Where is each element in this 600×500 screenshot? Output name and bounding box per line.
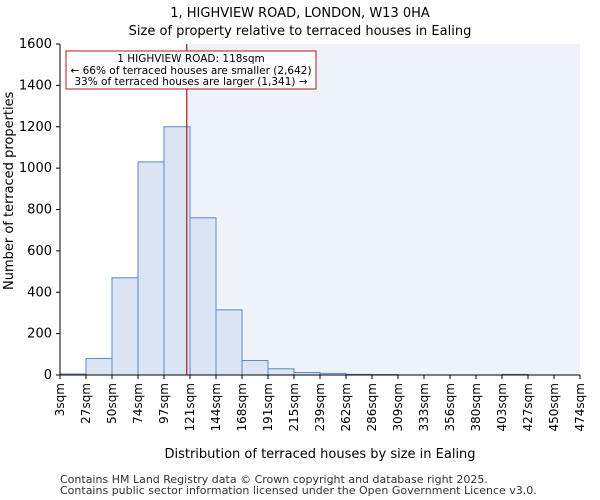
x-tick-label: 356sqm (443, 383, 457, 431)
y-tick-label: 400 (27, 285, 52, 300)
footer-line-1: Contains HM Land Registry data © Crown c… (60, 473, 488, 486)
x-tick-label: 74sqm (131, 383, 145, 424)
annotation-layer: 1 HIGHVIEW ROAD: 118sqm← 66% of terraced… (65, 44, 317, 375)
histogram-bar (215, 309, 243, 376)
x-tick-label: 309sqm (391, 383, 405, 431)
x-tick-label: 27sqm (79, 383, 93, 424)
histogram-bar (137, 161, 165, 376)
x-tick-label: 50sqm (105, 383, 119, 424)
x-tick-label: 333sqm (417, 383, 431, 431)
y-tick-label: 1400 (19, 78, 52, 93)
y-tick-label: 1600 (19, 37, 52, 52)
x-tick-label: 450sqm (547, 383, 561, 431)
y-tick-label: 800 (27, 203, 52, 218)
chart-title: 1, HIGHVIEW ROAD, LONDON, W13 0HA (170, 6, 430, 21)
chart-subtitle: Size of property relative to terraced ho… (128, 24, 472, 39)
histogram-bar (111, 277, 139, 376)
annotation-line-3: 33% of terraced houses are larger (1,341… (74, 76, 307, 88)
histogram-bar (163, 126, 191, 376)
annotation-box (65, 50, 317, 90)
y-tick-label: 1000 (19, 161, 52, 176)
y-tick-label: 200 (27, 327, 52, 342)
x-tick-label: 286sqm (365, 383, 379, 431)
bars-layer (59, 44, 580, 376)
y-tick-label: 1200 (19, 120, 52, 135)
histogram-bar (85, 357, 113, 376)
x-tick-label: 121sqm (183, 383, 197, 431)
histogram-bar (241, 360, 269, 376)
x-tick-label: 191sqm (261, 383, 275, 431)
axis-layer: 0 200 400 600 800 1000 1200 1400 1600 3sqm 27sqm 50… (19, 37, 587, 462)
y-tick-label: 0 (44, 368, 52, 383)
y-axis-label: Number of terraced properties (2, 91, 17, 290)
histogram-bar (267, 368, 295, 376)
x-axis-label: Distribution of terraced houses by size … (164, 447, 475, 462)
x-tick-label: 427sqm (521, 383, 535, 431)
highlight-region (186, 44, 580, 375)
footer-line-2: Contains public sector information licen… (60, 484, 537, 497)
x-tick-label: 97sqm (157, 383, 171, 424)
x-tick-label: 215sqm (287, 383, 301, 431)
x-tick-label: 3sqm (53, 383, 67, 416)
x-tick-label: 474sqm (573, 383, 587, 431)
x-tick-label: 403sqm (495, 383, 509, 431)
x-tick-label: 168sqm (235, 383, 249, 431)
histogram-bar (189, 217, 217, 376)
x-tick-label: 262sqm (339, 383, 353, 431)
annotation-line-2: ← 66% of terraced houses are smaller (2,… (70, 65, 311, 77)
annotation-line-1: 1 HIGHVIEW ROAD: 118sqm (117, 53, 265, 65)
x-tick-label: 380sqm (469, 383, 483, 431)
x-tick-label: 144sqm (209, 383, 223, 431)
y-tick-label: 600 (27, 244, 52, 259)
x-tick-label: 239sqm (313, 383, 327, 431)
